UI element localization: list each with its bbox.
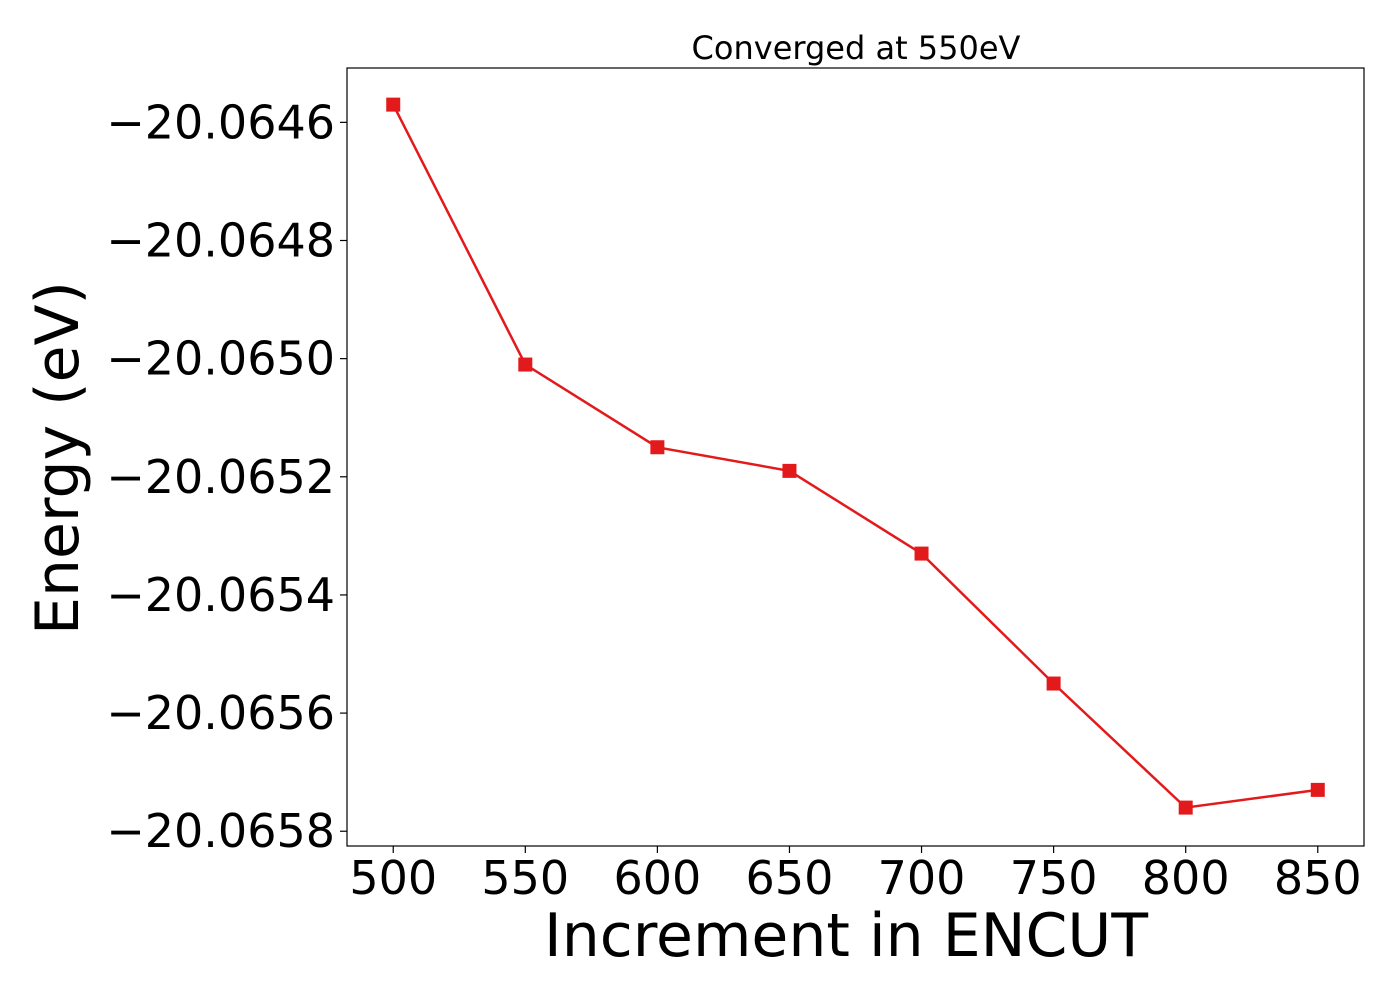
plot-frame	[346, 67, 1365, 847]
data-point	[1178, 800, 1193, 815]
data-point	[1046, 676, 1061, 691]
data-point	[1310, 782, 1325, 797]
x-tick-label: 500	[349, 851, 437, 905]
data-point	[518, 357, 533, 372]
x-tick-label: 550	[481, 851, 569, 905]
data-point	[386, 97, 401, 112]
y-tick-label: −20.0656	[106, 686, 335, 740]
chart-title: Converged at 550eV	[692, 29, 1021, 67]
x-tick-label: 600	[613, 851, 701, 905]
y-tick-label: −20.0646	[106, 95, 335, 149]
series-layer	[386, 97, 1325, 815]
x-tick-label: 700	[878, 851, 966, 905]
y-tick-label: −20.0654	[106, 568, 335, 622]
series-line	[392, 104, 1318, 809]
data-point	[914, 546, 929, 561]
y-tick-label: −20.0648	[106, 213, 335, 267]
y-axis-ticks: −20.0646 −20.0648 −20.0650 −20.0652 −20.0654…	[106, 95, 347, 858]
y-tick-label: −20.0650	[106, 332, 335, 386]
x-tick-label: 800	[1142, 851, 1230, 905]
y-tick-label: −20.0652	[106, 450, 335, 504]
x-tick-label: 850	[1274, 851, 1362, 905]
data-point	[650, 440, 665, 455]
x-tick-label: 750	[1010, 851, 1098, 905]
data-point	[782, 463, 797, 478]
y-axis-label: Energy (eV)	[23, 281, 93, 635]
x-axis-label: Increment in ENCUT	[544, 901, 1148, 971]
y-tick-label: −20.0658	[106, 804, 335, 858]
x-tick-label: 650	[746, 851, 834, 905]
x-axis-ticks: 500 550 600 650 700 750 800 850	[349, 846, 1362, 905]
